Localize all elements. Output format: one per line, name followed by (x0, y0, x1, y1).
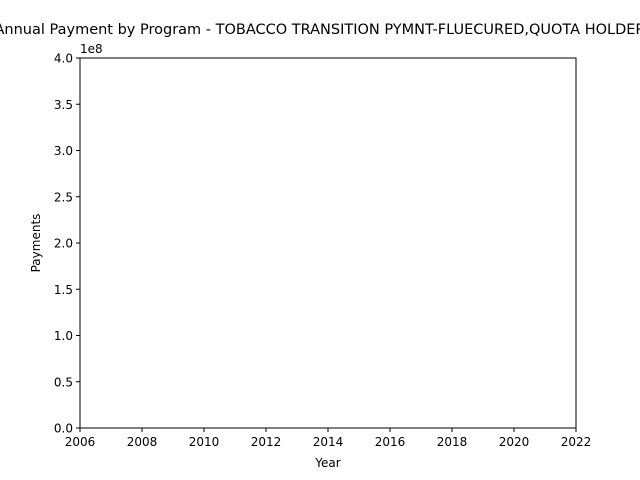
x-tick-label: 2010 (189, 435, 220, 449)
y-tick-label: 1.5 (54, 283, 73, 297)
x-tick-label: 2012 (251, 435, 282, 449)
x-axis-ticks: 2006 2008 2010 2012 2014 2016 2018 2020 2022 (65, 428, 592, 449)
y-axis-ticks: 0.0 0.5 1.0 1.5 2.0 2.5 3.0 3.5 4.0 (54, 52, 80, 436)
x-tick-label: 2018 (437, 435, 468, 449)
y-tick-label: 3.0 (54, 144, 73, 158)
chart-title: Annual Payment by Program - TOBACCO TRAN… (0, 22, 640, 38)
y-axis-label: Payments (29, 214, 43, 273)
y-tick-label: 0.0 (54, 422, 73, 436)
y-tick-label: 0.5 (54, 375, 73, 389)
x-tick-label: 2022 (561, 435, 592, 449)
x-tick-label: 2006 (65, 435, 96, 449)
y-tick-label: 2.0 (54, 237, 73, 251)
x-tick-label: 2008 (127, 435, 158, 449)
y-axis-offset-text: 1e8 (80, 42, 103, 56)
y-tick-label: 1.0 (54, 329, 73, 343)
x-tick-label: 2014 (313, 435, 344, 449)
x-axis-label: Year (314, 456, 340, 470)
y-tick-label: 3.5 (54, 98, 73, 112)
y-tick-label: 2.5 (54, 190, 73, 204)
x-tick-label: 2016 (375, 435, 406, 449)
x-tick-label: 2020 (499, 435, 530, 449)
y-tick-label: 4.0 (54, 52, 73, 66)
